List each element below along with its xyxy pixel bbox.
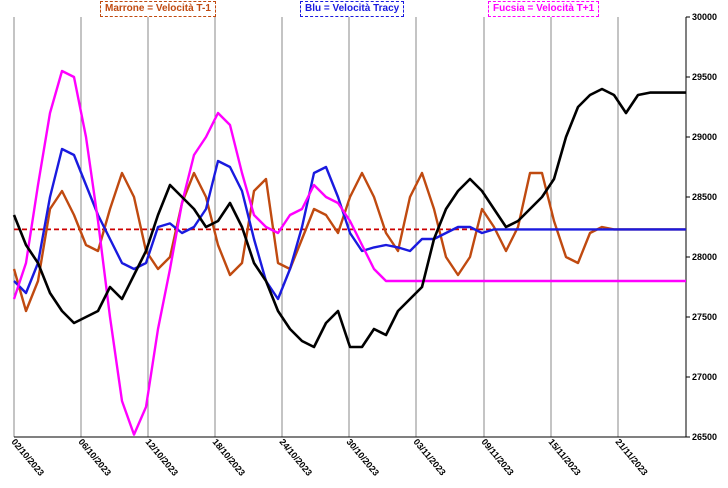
legend-item-blu: Blu = Velocità Tracy <box>300 1 405 17</box>
y-tick-label: 28500 <box>692 192 717 202</box>
x-tick-label: 06/10/2023 <box>76 437 113 478</box>
y-tick-label: 30000 <box>692 12 717 22</box>
series-line-fucsia <box>12 69 686 436</box>
x-tick-label: 21/11/2023 <box>613 437 649 478</box>
series-layer <box>12 69 686 436</box>
x-tick-label: 18/10/2023 <box>210 437 247 478</box>
x-tick-label: 15/11/2023 <box>546 437 582 478</box>
y-tick-label: 27000 <box>692 372 717 382</box>
y-tick-label: 29000 <box>692 132 717 142</box>
y-tick-label: 28000 <box>692 252 717 262</box>
x-tick-label: 03/11/2023 <box>411 437 447 478</box>
x-tick-label: 02/10/2023 <box>9 437 46 478</box>
y-tick-label: 26500 <box>692 432 717 442</box>
y-tick-label: 27500 <box>692 312 717 322</box>
x-tick-label: 30/10/2023 <box>344 437 381 478</box>
series-line-blu <box>13 147 686 301</box>
series-line-price <box>12 87 686 349</box>
legend-item-fucsia: Fucsia = Velocità T+1 <box>488 1 600 17</box>
legend-item-marrone: Marrone = Velocità T-1 <box>100 1 216 17</box>
y-tick-labels: 30000 29500 29000 28500 28000 27500 27000 26500 <box>686 12 717 442</box>
x-tick-label: 24/10/2023 <box>277 437 314 478</box>
x-tick-label: 12/10/2023 <box>143 437 180 478</box>
series-line-marrone <box>12 171 686 313</box>
y-tick-label: 29500 <box>692 72 717 82</box>
x-tick-labels: 02/10/2023 06/10/2023 12/10/2023 18/10/2023… <box>9 437 649 478</box>
x-tick-label: 09/11/2023 <box>479 437 515 478</box>
